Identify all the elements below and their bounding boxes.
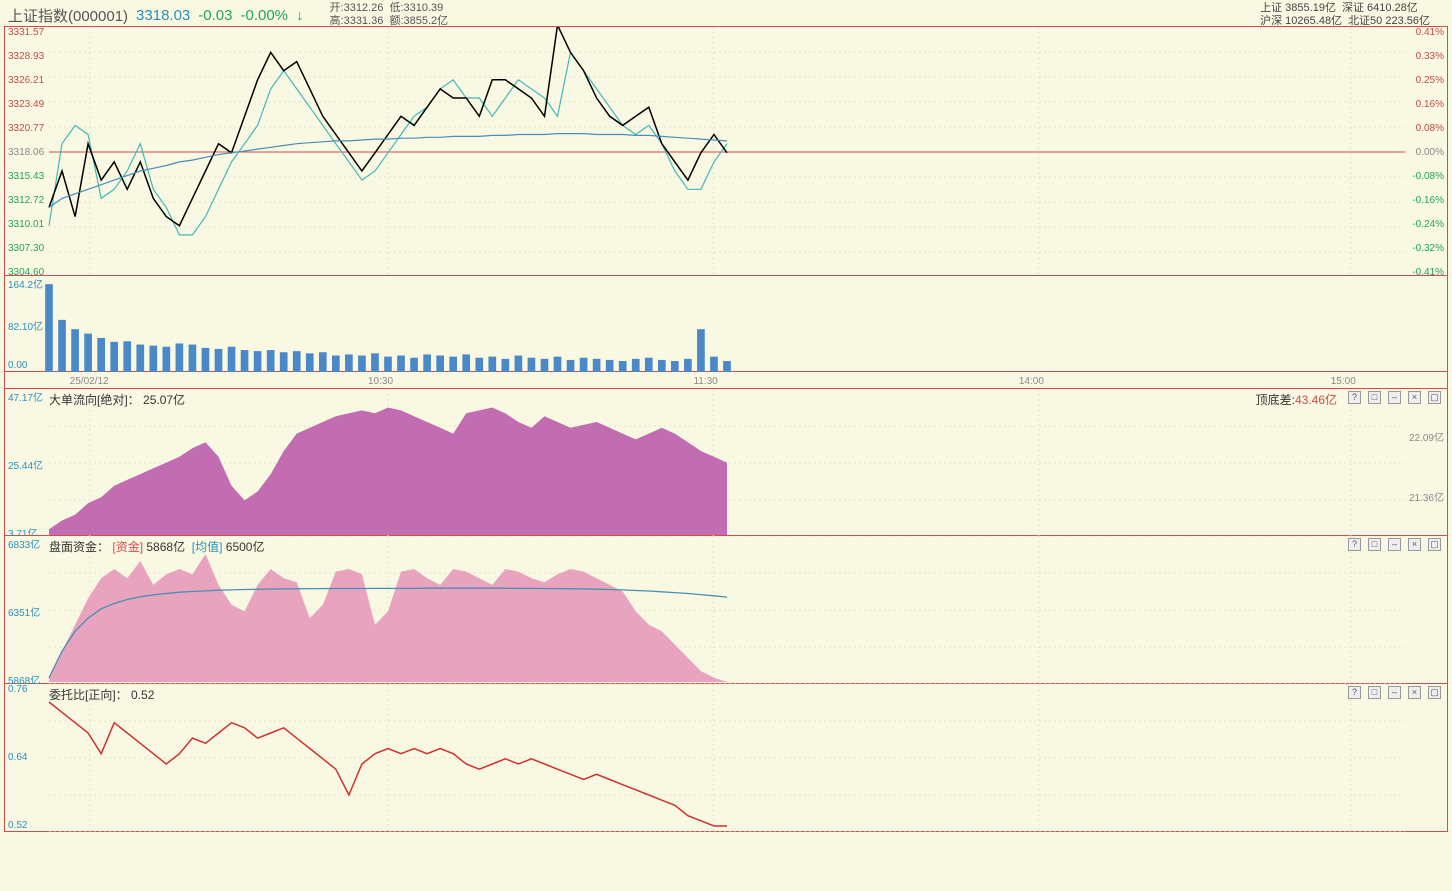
panel-ctrl-icon[interactable]: □	[1368, 391, 1381, 404]
open-val: 3312.26	[344, 2, 384, 14]
ratio-panel[interactable]: 委托比[正向]： 0.52?□–×▢0.760.640.52	[4, 684, 1448, 832]
fund-panel[interactable]: 盘面资金： [资金] 5868亿 [均值] 6500亿?□–×▢6833亿635…	[4, 536, 1448, 684]
panel3-title: 盘面资金： [资金] 5868亿 [均值] 6500亿	[49, 538, 264, 555]
index-name: 上证指数(000001)	[8, 5, 128, 26]
panel-ctrl-icon[interactable]: ▢	[1428, 538, 1441, 551]
panel-ctrl-icon[interactable]: ×	[1408, 391, 1421, 404]
header-bar: 上证指数(000001) 3318.03 -0.03 -0.00% ↓ 开:33…	[0, 0, 1452, 26]
mkt-sh: 上证 3855.19亿	[1260, 2, 1336, 14]
time-label: 25/02/12	[70, 376, 109, 387]
panel4-title: 委托比[正向]： 0.52	[49, 686, 154, 703]
index-change: -0.03	[198, 7, 232, 24]
chart-area: 3331.573328.933326.213323.493320.773318.…	[4, 26, 1448, 832]
time-label: 10:30	[368, 376, 393, 387]
panel-ctrl-icon[interactable]: ▢	[1428, 391, 1441, 404]
panel-ctrl-icon[interactable]: ?	[1348, 391, 1361, 404]
panel-controls: ? □–× ▢	[1348, 686, 1441, 699]
panel-ctrl-icon[interactable]: –	[1388, 538, 1401, 551]
panel2-right-label: 顶底差:43.46亿	[1256, 391, 1337, 408]
panel-ctrl-icon[interactable]: □	[1368, 686, 1381, 699]
index-pct: -0.00%	[240, 7, 288, 24]
low-val: 3310.39	[404, 2, 444, 14]
panel-ctrl-icon[interactable]: ?	[1348, 538, 1361, 551]
panel-ctrl-icon[interactable]: –	[1388, 391, 1401, 404]
mkt-sz: 深证 6410.28亿	[1342, 2, 1418, 14]
panel-controls: ? □–× ▢	[1348, 538, 1441, 551]
time-label: 14:00	[1019, 376, 1044, 387]
index-price: 3318.03	[136, 7, 190, 24]
header-right: 上证 3855.19亿深证 6410.28亿 沪深 10265.48亿北证50 …	[1260, 2, 1444, 28]
time-label: 11:30	[693, 376, 717, 387]
low-label: 低:	[389, 2, 403, 14]
panel-ctrl-icon[interactable]: ×	[1408, 538, 1421, 551]
panel2-title: 大单流向[绝对]： 25.07亿	[49, 391, 185, 408]
panel-ctrl-icon[interactable]: ×	[1408, 686, 1421, 699]
time-label: 15:00	[1331, 376, 1356, 387]
big-order-panel[interactable]: 大单流向[绝对]： 25.07亿顶底差:43.46亿?□–×▢47.17亿25.…	[4, 388, 1448, 536]
open-label: 开:	[330, 2, 344, 14]
volume-panel[interactable]: 164.2亿82.10亿0.00	[4, 276, 1448, 372]
down-arrow-icon: ↓	[296, 7, 304, 24]
panel-ctrl-icon[interactable]: □	[1368, 538, 1381, 551]
header-left: 上证指数(000001) 3318.03 -0.03 -0.00% ↓ 开:33…	[8, 2, 448, 28]
panel-ctrl-icon[interactable]: –	[1388, 686, 1401, 699]
panel-ctrl-icon[interactable]: ▢	[1428, 686, 1441, 699]
panel-controls: ? □–× ▢	[1348, 391, 1441, 404]
time-axis: 25/02/12 10:30 11:30 14:00 15:00	[4, 372, 1448, 388]
price-panel[interactable]: 3331.573328.933326.213323.493320.773318.…	[4, 26, 1448, 276]
ohlc-block: 开:3312.26 低:3310.39 高:3331.36 额:3855.2亿	[330, 2, 449, 28]
panel-ctrl-icon[interactable]: ?	[1348, 686, 1361, 699]
